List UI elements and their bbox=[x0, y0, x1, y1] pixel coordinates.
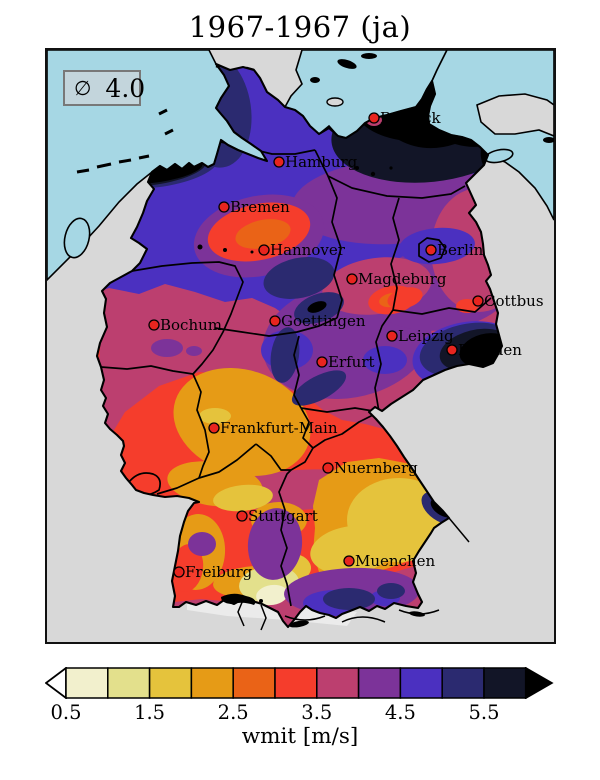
colorbar-under-arrow bbox=[45, 667, 67, 699]
city-marker bbox=[368, 112, 380, 124]
city-marker bbox=[208, 422, 220, 434]
city-label: Erfurt bbox=[328, 353, 375, 371]
frisian-islands bbox=[76, 108, 174, 174]
city-label: Freiburg bbox=[185, 563, 253, 581]
city-marker bbox=[173, 566, 185, 578]
city-marker bbox=[322, 462, 334, 474]
mean-value: 4.0 bbox=[105, 73, 146, 103]
city-label: Nuernberg bbox=[334, 459, 418, 477]
city-marker bbox=[346, 273, 358, 285]
colorbar-segment bbox=[107, 667, 151, 699]
map-details bbox=[197, 166, 470, 631]
top-right-coast bbox=[476, 93, 554, 137]
city-marker bbox=[343, 555, 355, 567]
city-label: Frankfurt-Main bbox=[220, 419, 338, 437]
colorbar-tick: 4.5 bbox=[384, 701, 416, 724]
small-lakes bbox=[197, 166, 425, 628]
lake-constance bbox=[221, 593, 256, 605]
colorbar-segment bbox=[357, 667, 402, 699]
colorbar-segment bbox=[190, 667, 234, 699]
mean-stat-box: ∅ 4.0 bbox=[63, 70, 145, 106]
city-marker bbox=[236, 510, 248, 522]
cities-layer: Rostock Hamburg Bremen Hannover Berlin Magdeb… bbox=[148, 109, 544, 581]
figure-title: 1967-1967 (ja) bbox=[188, 10, 412, 44]
germany-wind-map: Rostock Hamburg Bremen Hannover Berlin Magdeb… bbox=[47, 50, 554, 642]
map-frame: Rostock Hamburg Bremen Hannover Berlin Magdeb… bbox=[45, 48, 556, 644]
city-label: Rostock bbox=[380, 109, 441, 127]
city-marker bbox=[386, 330, 398, 342]
city-marker bbox=[148, 319, 160, 331]
colorbar-segment bbox=[232, 667, 276, 699]
city-label: Magdeburg bbox=[358, 270, 447, 288]
colorbar-tick: 1.5 bbox=[134, 701, 166, 724]
city-label: Berlin bbox=[437, 241, 484, 259]
islands-layer bbox=[76, 53, 554, 174]
sea-layer bbox=[47, 50, 554, 282]
city-label: Stuttgart bbox=[248, 507, 318, 525]
colorbar-segment bbox=[483, 667, 527, 699]
city-label: Leipzig bbox=[398, 327, 454, 345]
colorbar-tick: 0.5 bbox=[50, 701, 82, 724]
colorbar-segment bbox=[148, 667, 193, 699]
city-marker bbox=[273, 156, 285, 168]
city-marker bbox=[446, 344, 458, 356]
colorbar-tick: 2.5 bbox=[217, 701, 249, 724]
city-marker bbox=[269, 315, 281, 327]
city-label: Hannover bbox=[270, 241, 346, 259]
colorbar-tick: 5.5 bbox=[468, 701, 500, 724]
city-marker bbox=[425, 244, 437, 256]
colorbar-segment bbox=[316, 667, 360, 699]
city-label: Dresden bbox=[458, 341, 522, 359]
alpine-lines bbox=[237, 517, 470, 631]
mean-symbol: ∅ bbox=[74, 76, 92, 100]
colorbar-segment bbox=[399, 667, 443, 699]
city-label: Goettingen bbox=[281, 312, 366, 330]
ijsselmeer bbox=[63, 217, 91, 259]
colorbar-tick: 3.5 bbox=[301, 701, 333, 724]
city-label: Hamburg bbox=[285, 153, 358, 171]
city-marker bbox=[218, 201, 230, 213]
city-label: Cottbus bbox=[484, 292, 544, 310]
fehmarn-island bbox=[326, 97, 344, 107]
colorbar-segment bbox=[441, 667, 485, 699]
colorbar bbox=[45, 667, 554, 699]
small-islands bbox=[310, 53, 554, 143]
city-marker bbox=[258, 244, 270, 256]
city-label: Muenchen bbox=[355, 552, 435, 570]
colorbar-ticks: 0.5 1.5 2.5 3.5 4.5 5.5 bbox=[0, 701, 600, 725]
city-marker bbox=[472, 295, 484, 307]
state-borders bbox=[100, 141, 492, 607]
colorbar-segment bbox=[274, 667, 318, 699]
city-label: Bochum bbox=[160, 316, 222, 334]
city-label: Bremen bbox=[230, 198, 290, 216]
colorbar-over-arrow bbox=[524, 667, 554, 699]
city-marker bbox=[316, 356, 328, 368]
colorbar-segment bbox=[65, 667, 109, 699]
colorbar-label: wmit [m/s] bbox=[241, 724, 359, 749]
